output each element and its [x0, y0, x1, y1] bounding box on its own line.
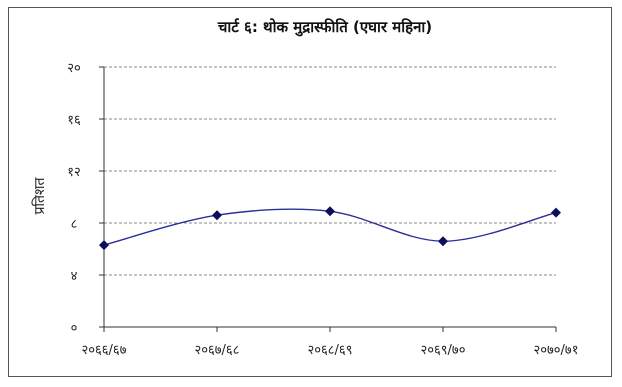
data-point — [438, 236, 448, 247]
series — [99, 206, 561, 251]
y-tick-label: २० — [67, 61, 81, 76]
y-tick-label: १२ — [67, 165, 81, 180]
x-tick-labels: २०६६/६७ २०६७/६८ २०६८/६९ २०६९/७० २०७०/७१ — [82, 343, 579, 358]
data-point — [325, 206, 335, 217]
gridlines — [104, 66, 556, 276]
y-tick-label: ४ — [71, 269, 78, 284]
chart-title: चार्ट ६: थोक मुद्रास्फीति (एघार महिना) — [217, 18, 432, 37]
chart-frame — [8, 7, 612, 377]
x-tick-label: २०६८/६९ — [308, 343, 353, 358]
y-tick-label: ० — [71, 321, 78, 336]
y-tick-labels: ० ४ ८ १२ १६ २० — [67, 61, 81, 336]
x-tick-label: २०६७/६८ — [195, 343, 240, 358]
x-tick-label: २०६६/६७ — [82, 343, 127, 358]
axes — [99, 66, 557, 332]
data-point — [551, 207, 561, 218]
y-axis-label: प्रतिशत — [31, 176, 48, 214]
x-tick-label: २०६९/७० — [421, 343, 466, 358]
data-point — [99, 240, 109, 251]
data-point — [212, 210, 222, 221]
x-tick-label: २०७०/७१ — [534, 343, 579, 358]
y-tick-label: १६ — [67, 113, 81, 128]
y-tick-label: ८ — [71, 217, 78, 232]
